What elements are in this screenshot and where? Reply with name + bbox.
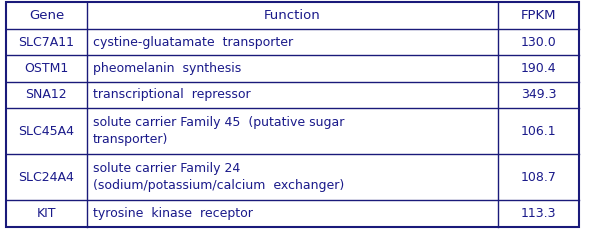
Bar xyxy=(86,82,498,108)
Text: SNA12: SNA12 xyxy=(26,88,67,101)
Text: tyrosine  kinase  receptor: tyrosine kinase receptor xyxy=(93,207,253,220)
Text: OSTM1: OSTM1 xyxy=(24,62,68,75)
Text: FPKM: FPKM xyxy=(521,9,557,22)
Text: SLC7A11: SLC7A11 xyxy=(18,35,74,49)
Bar xyxy=(6,55,86,82)
Text: solute carrier Family 45  (putative sugar
transporter): solute carrier Family 45 (putative sugar… xyxy=(93,117,344,146)
Text: Gene: Gene xyxy=(29,9,64,22)
Text: cystine-gluatamate  transporter: cystine-gluatamate transporter xyxy=(93,35,293,49)
Text: 106.1: 106.1 xyxy=(521,125,557,138)
Bar xyxy=(498,108,579,154)
Text: KIT: KIT xyxy=(37,207,56,220)
Bar xyxy=(498,55,579,82)
Bar xyxy=(498,200,579,227)
Text: transcriptional  repressor: transcriptional repressor xyxy=(93,88,250,101)
Bar xyxy=(498,2,579,29)
Bar xyxy=(86,154,498,200)
Text: 190.4: 190.4 xyxy=(521,62,557,75)
Bar xyxy=(498,29,579,55)
Bar xyxy=(86,55,498,82)
Text: 349.3: 349.3 xyxy=(521,88,557,101)
Bar xyxy=(6,108,86,154)
Text: SLC24A4: SLC24A4 xyxy=(18,171,74,184)
Text: Function: Function xyxy=(264,9,321,22)
Text: 108.7: 108.7 xyxy=(521,171,557,184)
Bar xyxy=(6,29,86,55)
Bar xyxy=(6,154,86,200)
Text: 130.0: 130.0 xyxy=(521,35,557,49)
Bar xyxy=(86,29,498,55)
Bar xyxy=(86,200,498,227)
Bar xyxy=(86,2,498,29)
Text: SLC45A4: SLC45A4 xyxy=(18,125,74,138)
Bar xyxy=(498,82,579,108)
Bar xyxy=(6,2,86,29)
Text: solute carrier Family 24
(sodium/potassium/calcium  exchanger): solute carrier Family 24 (sodium/potassi… xyxy=(93,162,344,192)
Bar xyxy=(6,82,86,108)
Bar xyxy=(498,154,579,200)
Text: 113.3: 113.3 xyxy=(521,207,557,220)
Text: pheomelanin  synthesis: pheomelanin synthesis xyxy=(93,62,241,75)
Bar xyxy=(86,108,498,154)
Bar xyxy=(6,200,86,227)
